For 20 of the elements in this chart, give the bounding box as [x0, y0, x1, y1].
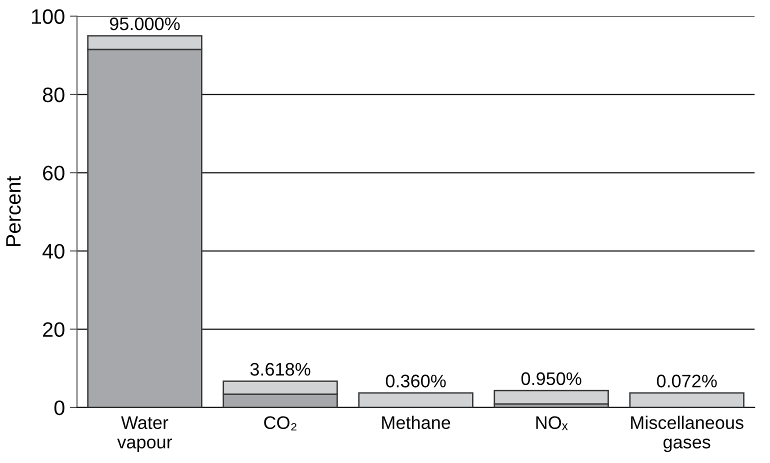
x-tick-label: CO₂ [264, 416, 296, 430]
bar [358, 392, 474, 408]
y-axis-title: Percent [6, 176, 21, 246]
annotation: 3.618% [250, 362, 310, 376]
x-tick-label: Water vapour [117, 416, 172, 452]
x-tick-label: Miscellaneous gases [631, 416, 744, 452]
bar [629, 392, 744, 408]
annotation: 95.000% [110, 17, 180, 30]
annotation: 0.360% [386, 374, 446, 388]
y-tick-label: 0 [54, 400, 64, 416]
y-tick-label: 20 [43, 322, 64, 337]
x-tick-label: NOₓ [536, 416, 568, 430]
y-tick-label: 40 [42, 244, 64, 259]
annotation: 0.950% [521, 372, 582, 386]
bar [494, 390, 609, 405]
y-tick-label: 80 [42, 87, 64, 102]
y-tick-label: 60 [43, 166, 64, 180]
annotation: 0.072% [656, 374, 717, 388]
y-tick-label: 100 [32, 9, 64, 24]
x-tick-label: Methane [382, 416, 450, 430]
